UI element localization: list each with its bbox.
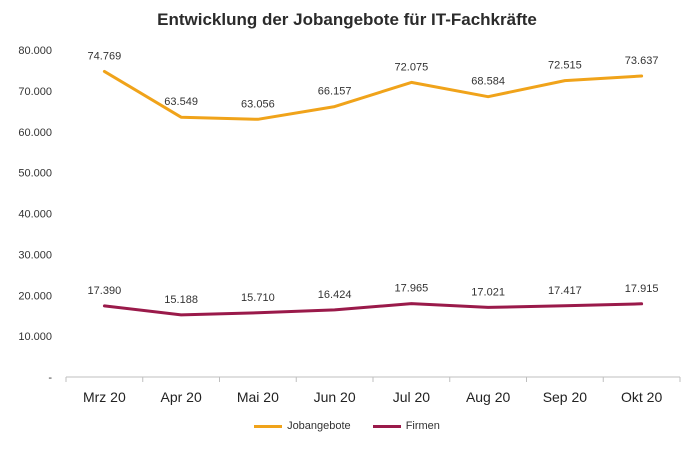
data-label: 17.417 (548, 285, 582, 297)
data-label: 72.515 (548, 60, 582, 72)
data-label: 17.021 (471, 286, 505, 298)
legend-label-firmen: Firmen (405, 420, 440, 432)
data-label: 68.584 (471, 76, 505, 88)
y-tick-label: 80.000 (18, 45, 52, 57)
data-label: 66.157 (318, 86, 352, 98)
chart-title: Entwicklung der Jobangebote für IT-Fachk… (157, 10, 537, 29)
data-label: 63.549 (164, 96, 198, 108)
y-tick-label: 50.000 (18, 168, 52, 180)
data-label: 15.710 (241, 292, 275, 304)
data-label: 17.965 (395, 283, 429, 295)
y-tick-label: 10.000 (18, 331, 52, 343)
x-tick-label: Jul 20 (393, 389, 431, 405)
legend-swatch-jobangebote (254, 424, 283, 428)
y-tick-label: - (48, 372, 52, 384)
data-label: 16.424 (318, 289, 352, 301)
legend: Jobangebote Firmen (0, 420, 694, 432)
y-tick-label: 30.000 (18, 249, 52, 261)
y-tick-label: 20.000 (18, 290, 52, 302)
data-labels: 74.769 63.549 63.056 66.157 72.075 68.584 72.5… (88, 50, 659, 306)
data-label: 74.769 (88, 50, 122, 62)
series-line-firmen (102, 302, 644, 317)
legend-item-firmen: Firmen (372, 420, 440, 432)
y-tick-label: 70.000 (18, 86, 52, 98)
series-lines (102, 69, 644, 317)
legend-label-jobangebote: Jobangebote (287, 420, 351, 432)
x-tick-label: Jun 20 (314, 389, 356, 405)
data-label: 63.056 (241, 98, 275, 110)
x-tick-label: Okt 20 (621, 389, 662, 405)
data-label: 17.390 (88, 285, 122, 297)
y-axis-ticks: - 10.000 20.000 30.000 40.000 50.000 60.000 70.… (18, 45, 52, 384)
legend-swatch-firmen (372, 424, 401, 428)
data-label: 17.915 (625, 283, 659, 295)
y-tick-label: 40.000 (18, 209, 52, 221)
x-tick-label: Aug 20 (466, 389, 511, 405)
series-line-jobangebote (102, 69, 644, 121)
x-tick-label: Sep 20 (543, 389, 588, 405)
y-tick-label: 60.000 (18, 127, 52, 139)
x-tick-label: Apr 20 (161, 389, 202, 405)
x-tick-label: Mrz 20 (83, 389, 126, 405)
data-label: 72.075 (395, 61, 429, 73)
x-tick-label: Mai 20 (237, 389, 279, 405)
data-label: 73.637 (625, 55, 659, 67)
legend-item-jobangebote: Jobangebote (254, 420, 351, 432)
x-axis-ticks: Mrz 20 Apr 20 Mai 20 Jun 20 Jul 20 Aug 20 Sep … (65, 377, 681, 405)
data-label: 15.188 (164, 294, 198, 306)
